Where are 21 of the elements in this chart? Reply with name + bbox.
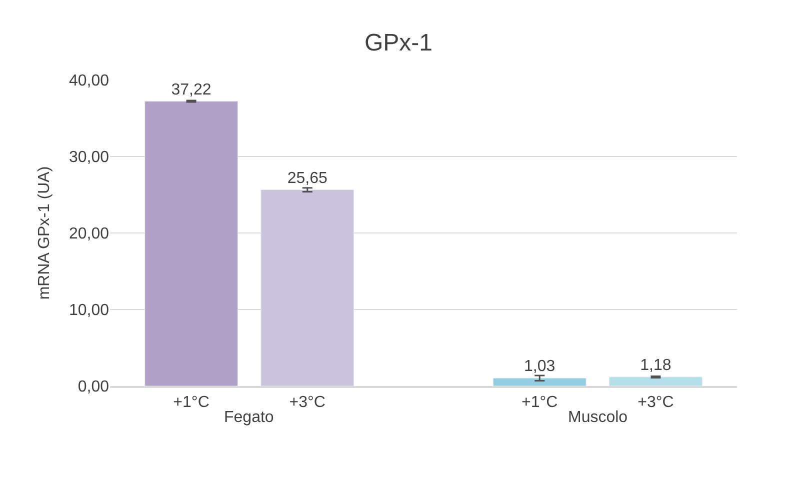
- y-tick-label: 40,00: [68, 72, 110, 90]
- x-tick-label: +1°C: [173, 394, 210, 411]
- data-label: 37,22: [171, 81, 212, 98]
- bar: [260, 190, 354, 386]
- data-label: 1,03: [524, 358, 556, 376]
- y-tick-label: 20,00: [68, 226, 110, 243]
- bar: [492, 378, 586, 386]
- data-label: 1,18: [640, 356, 672, 374]
- text: Fegato: [224, 409, 274, 426]
- bar: [144, 101, 238, 386]
- data-label: 25,65: [287, 170, 328, 187]
- x-tick-label: +1°C: [522, 394, 558, 411]
- chart-title: GPx-1: [364, 29, 433, 56]
- y-tick-label: 10,00: [68, 302, 110, 320]
- y-axis-title: mRNA GPx-1 (UA): [36, 166, 53, 300]
- y-tick-label: 30,00: [68, 149, 110, 166]
- text: Muscolo: [568, 409, 628, 426]
- bar: [609, 376, 702, 386]
- y-tick-label: 0,00: [78, 378, 110, 396]
- x-tick-label: +3°C: [638, 394, 674, 411]
- x-tick-label: +3°C: [289, 394, 326, 411]
